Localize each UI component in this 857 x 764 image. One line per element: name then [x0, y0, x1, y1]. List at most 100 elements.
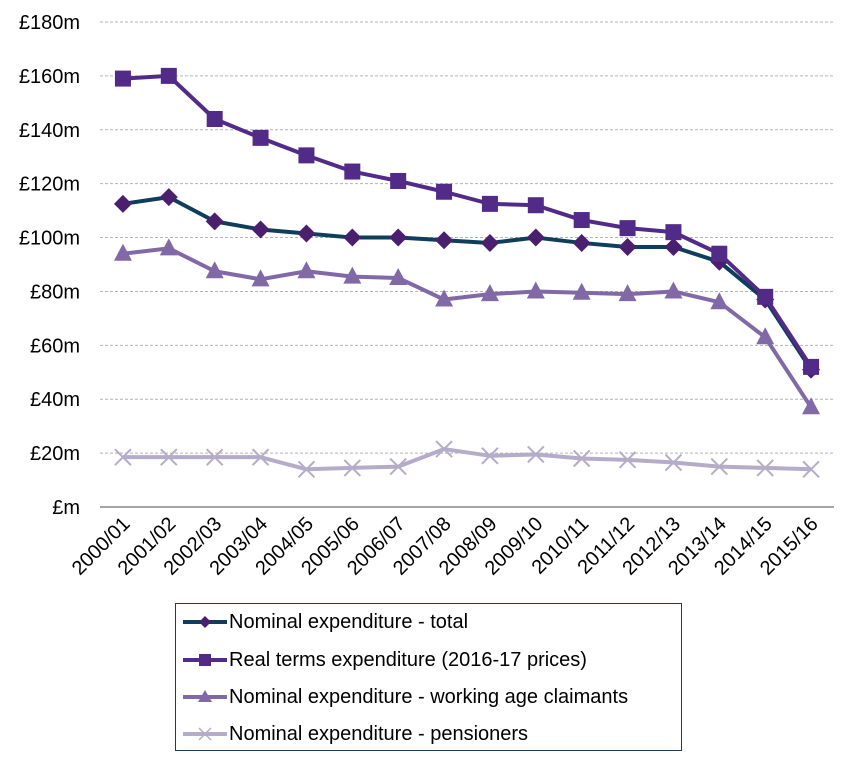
x-stroke: [664, 453, 683, 472]
data-point-diamond: [435, 231, 454, 250]
data-point-triangle: [802, 397, 821, 415]
x-stroke: [527, 445, 545, 464]
data-point-square: [803, 358, 820, 375]
legend-item-pensioners[interactable]: Nominal expenditure - pensioners: [182, 719, 528, 749]
data-point-x: [160, 448, 178, 466]
data-point-x: [343, 459, 362, 477]
legend-diamond-marker-icon: [183, 616, 227, 628]
legend-label: Nominal expenditure - total: [229, 610, 469, 633]
y-tick-label: £120m: [19, 174, 80, 196]
data-point-square: [711, 245, 728, 262]
data-point-square: [527, 197, 544, 214]
data-point-diamond: [618, 237, 637, 256]
series: [113, 67, 821, 478]
x-stroke: [572, 449, 591, 468]
y-tick-label: £80m: [30, 281, 80, 303]
legend-item-working-age[interactable]: Nominal expenditure - working age claima…: [182, 682, 628, 712]
data-point-square: [757, 288, 774, 305]
y-tick-label: £160m: [19, 66, 80, 88]
data-point-x: [802, 460, 820, 478]
y-axis: £m £20m £40m £60m £80m £100m £120m £140m £160m £1…: [19, 12, 80, 519]
data-point-diamond: [297, 224, 316, 243]
x-stroke: [297, 460, 316, 478]
data-point-square: [573, 212, 590, 229]
data-point-diamond: [113, 194, 132, 213]
data-point-x: [710, 457, 729, 476]
y-tick-label: £20m: [30, 443, 80, 465]
data-point-x: [297, 460, 316, 478]
data-point-diamond: [526, 228, 545, 247]
data-point-triangle: [251, 269, 270, 287]
data-point-x: [572, 449, 591, 468]
x-stroke: [802, 460, 820, 478]
data-point-square: [390, 172, 407, 189]
data-point-triangle: [710, 292, 729, 310]
data-point-x: [481, 447, 499, 465]
series-nominal-expenditure-total: [113, 188, 821, 379]
data-point-square: [206, 111, 223, 127]
data-point-square: [436, 183, 453, 200]
x-stroke: [435, 440, 453, 458]
series-line: [122, 246, 813, 409]
legend-triangle-marker-icon: [183, 690, 227, 702]
data-point-triangle: [756, 327, 775, 345]
series-line: [122, 195, 813, 371]
x-stroke: [756, 459, 774, 477]
x-stroke: [481, 447, 499, 465]
data-point-triangle: [389, 267, 408, 285]
data-point-x: [389, 457, 407, 476]
data-point-x: [435, 440, 453, 458]
y-tick-label: £m: [52, 497, 80, 519]
data-point-diamond: [251, 220, 270, 239]
data-point-diamond: [480, 233, 499, 252]
x-stroke: [710, 457, 729, 476]
legend-label: Real terms expenditure (2016-17 prices): [229, 648, 587, 671]
y-tick-label: £60m: [30, 335, 80, 357]
data-point-diamond: [205, 212, 224, 231]
data-point-diamond: [710, 252, 729, 271]
data-point-diamond: [572, 233, 591, 252]
data-point-square: [665, 224, 682, 241]
data-point-triangle: [435, 289, 454, 307]
data-point-triangle: [480, 284, 499, 302]
data-point-square: [298, 147, 315, 164]
data-point-square: [160, 67, 177, 84]
data-point-triangle: [526, 281, 545, 299]
x-stroke: [160, 448, 178, 466]
x-stroke: [114, 448, 132, 466]
data-point-x: [205, 448, 224, 466]
legend: Nominal expenditure - total Real terms e…: [175, 603, 682, 751]
data-point-triangle: [159, 238, 178, 256]
x-stroke: [343, 459, 362, 477]
series-line: [122, 73, 813, 368]
data-point-square: [252, 129, 269, 146]
data-point-x: [527, 445, 545, 464]
data-point-triangle: [343, 266, 362, 284]
data-point-triangle: [618, 284, 637, 302]
series-real-terms-expenditure-2016-17-prices: [114, 67, 820, 375]
data-point-triangle: [664, 281, 683, 299]
x-stroke: [389, 457, 407, 476]
line-chart: £m £20m £40m £60m £80m £100m £120m £140m £160m £1…: [19, 12, 834, 580]
y-tick-label: £140m: [19, 120, 80, 142]
legend-item-real-terms[interactable]: Real terms expenditure (2016-17 prices): [182, 645, 587, 675]
legend-item-nominal-total[interactable]: Nominal expenditure - total: [182, 607, 468, 637]
y-tick-label: £40m: [30, 389, 80, 411]
series-line: [122, 447, 812, 472]
legend-label: Nominal expenditure - pensioners: [229, 722, 529, 745]
data-point-diamond: [389, 228, 408, 247]
legend-label: Nominal expenditure - working age claima…: [229, 685, 629, 708]
data-point-x: [251, 448, 270, 466]
x-axis: 2000/012001/022002/032003/042004/052005/…: [68, 506, 834, 580]
y-tick-label: £100m: [19, 228, 80, 250]
y-tick-label: £180m: [19, 12, 80, 34]
data-point-x: [618, 451, 637, 469]
data-point-triangle: [572, 282, 591, 300]
series-nominal-expenditure-pensioners: [114, 440, 820, 478]
x-stroke: [205, 448, 224, 466]
legend-x-marker-icon: [183, 727, 227, 741]
x-stroke: [251, 448, 270, 466]
data-point-x: [664, 453, 683, 472]
data-point-square: [114, 70, 131, 87]
data-point-square: [481, 195, 498, 212]
